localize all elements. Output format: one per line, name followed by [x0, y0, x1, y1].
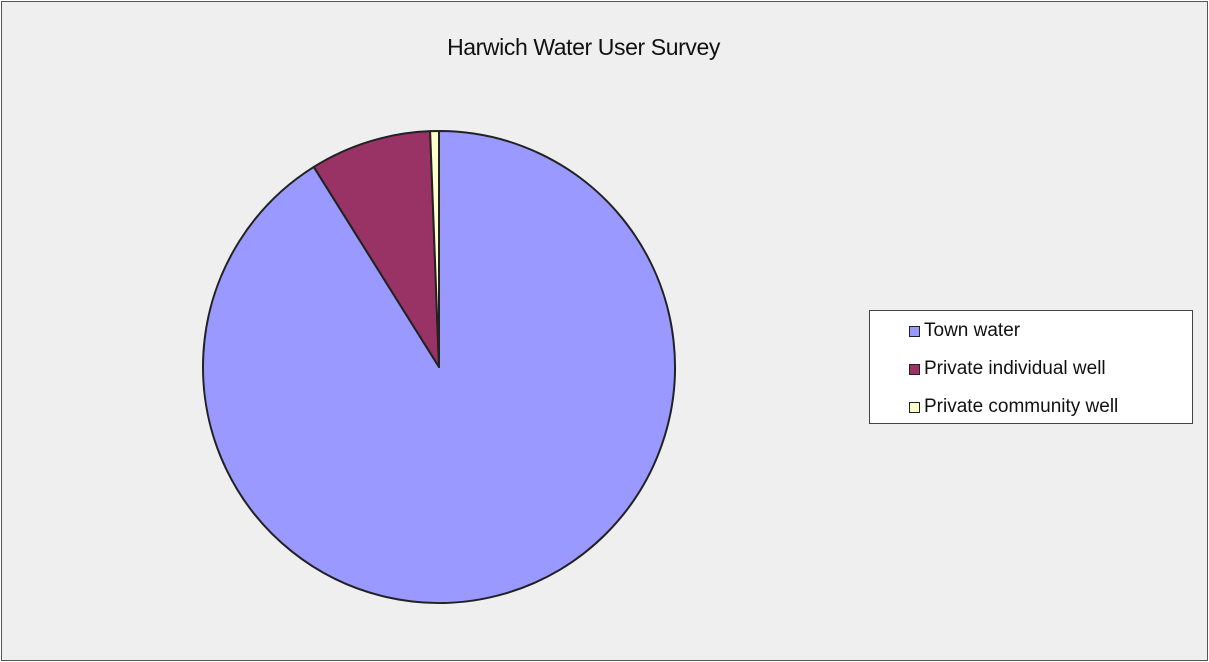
legend-swatch-private-individual-well [909, 363, 920, 375]
chart-title: Harwich Water User Survey [447, 34, 720, 60]
pie-slice-private-individual-well [312, 130, 440, 368]
pie-slice-private-community-well [429, 130, 440, 368]
legend-label-town-water: Town water [924, 320, 1021, 341]
legend-label-private-community-well: Private community well [924, 396, 1119, 417]
legend-item-private-individual-well: Private individual well [909, 357, 1106, 381]
legend-swatch-private-community-well [909, 401, 920, 413]
legend-item-private-community-well: Private community well [909, 395, 1118, 419]
legend-swatch-town-water [909, 325, 920, 337]
legend: Town water Private individual well Priva… [869, 310, 1193, 424]
legend-label-private-individual-well: Private individual well [924, 358, 1106, 379]
legend-item-town-water: Town water [909, 319, 1020, 343]
